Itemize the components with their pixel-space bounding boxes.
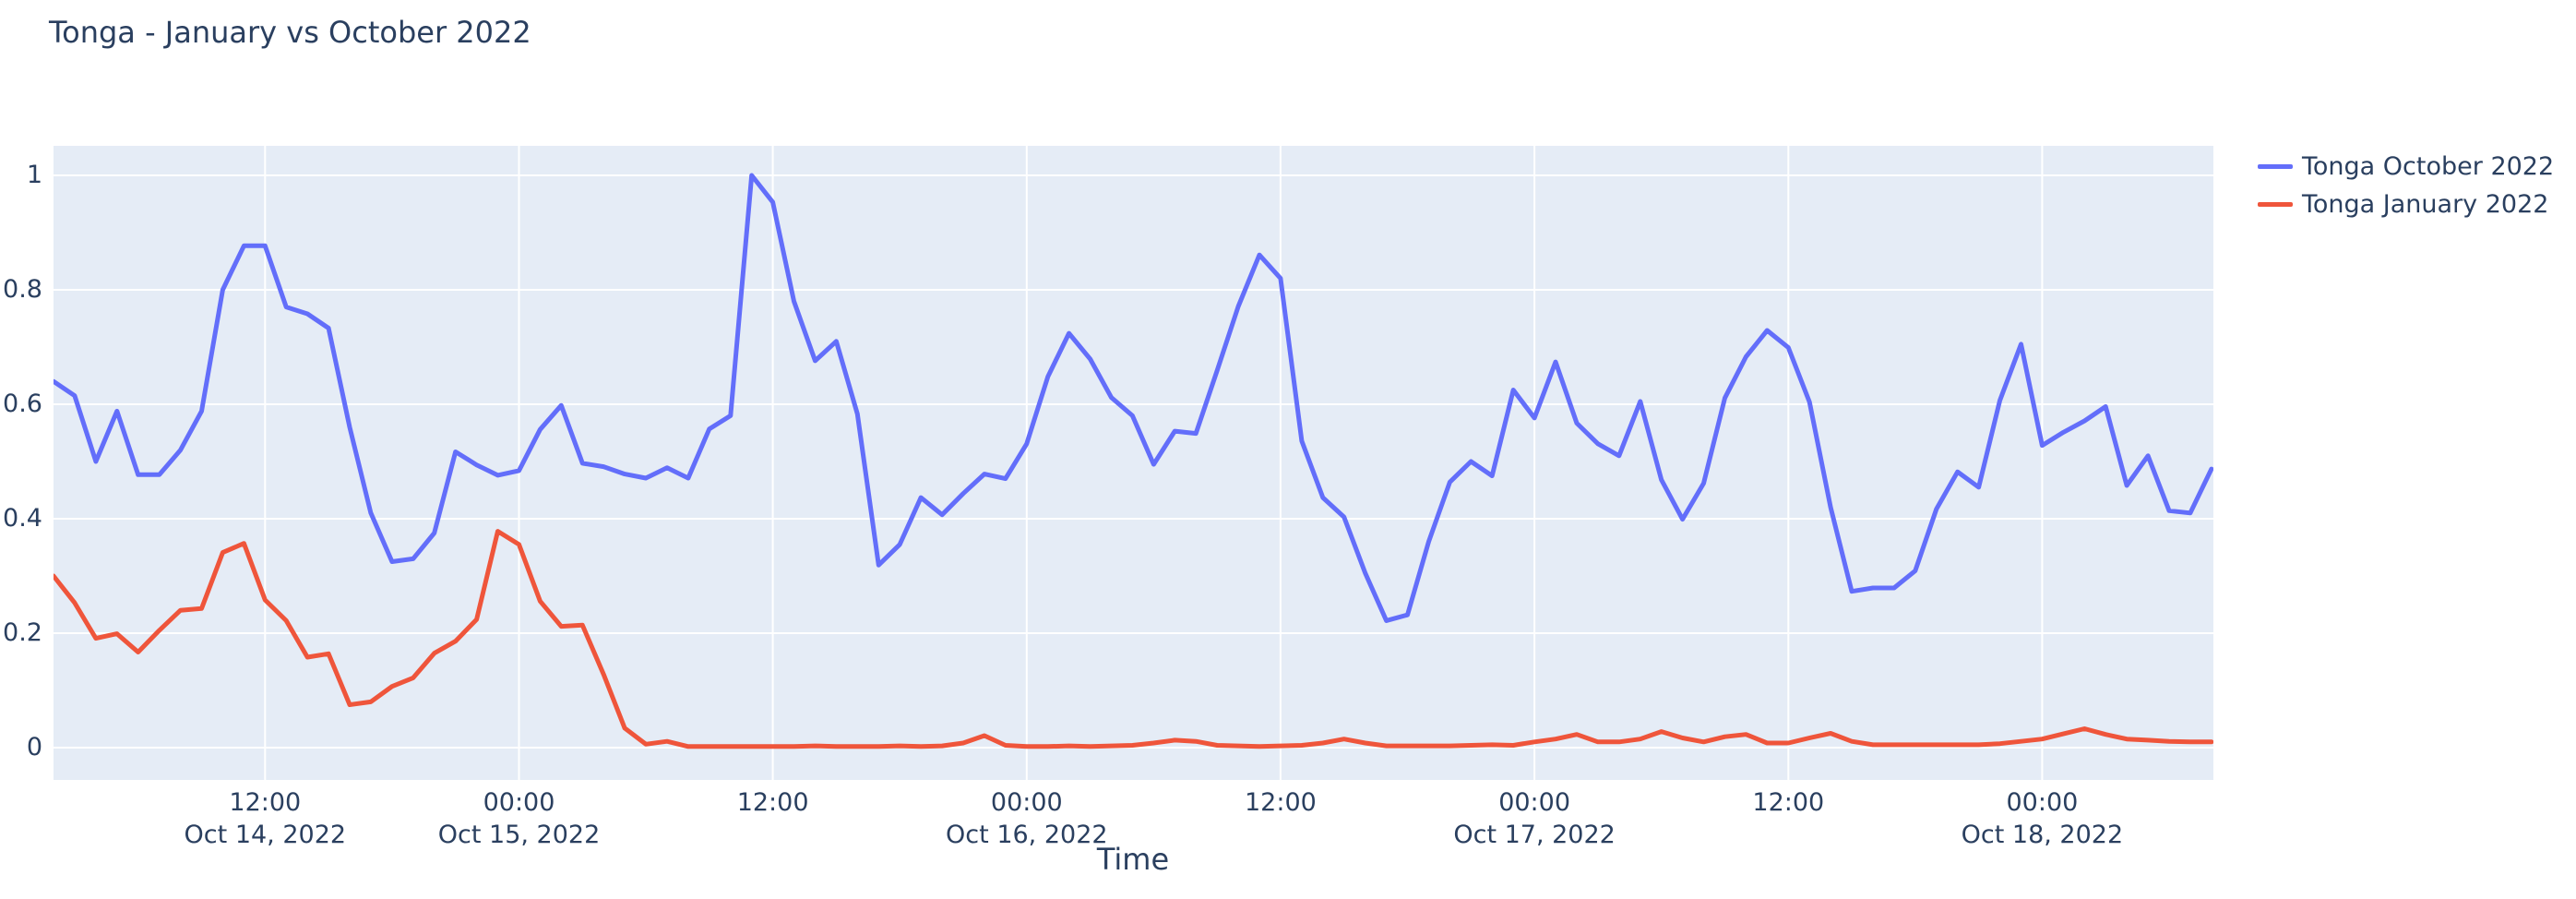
x-tick-date: Oct 18, 2022 — [1961, 821, 2124, 849]
legend-line-swatch-january — [2258, 202, 2293, 207]
x-tick-date: Oct 14, 2022 — [184, 821, 347, 849]
y-tick-label: 0 — [26, 733, 42, 761]
x-tick-date: Oct 16, 2022 — [946, 821, 1108, 849]
x-axis-title: Time — [1096, 842, 1170, 877]
y-tick-label: 0.8 — [3, 275, 42, 304]
x-tick-label: 12:00 — [737, 786, 809, 819]
x-tick-date: Oct 17, 2022 — [1453, 821, 1616, 849]
x-tick-label: 00:00 Oct 15, 2022 — [438, 786, 601, 851]
x-tick-time: 00:00 — [1498, 788, 1570, 817]
legend: Tonga October 2022 Tonga January 2022 — [2258, 148, 2554, 223]
y-tick-label: 1 — [26, 161, 42, 189]
x-tick-label: 12:00 — [1245, 786, 1317, 819]
trace-tonga-october-2022[interactable] — [54, 173, 2213, 623]
x-tick-time: 00:00 — [2006, 788, 2079, 817]
x-tick-label: 00:00 Oct 16, 2022 — [946, 786, 1108, 851]
y-tick-label: 0.2 — [3, 618, 42, 647]
x-tick-time: 12:00 — [229, 788, 302, 817]
y-tick-label: 0.4 — [3, 504, 42, 533]
legend-line-swatch-october — [2258, 164, 2293, 169]
x-tick-date: Oct 15, 2022 — [437, 821, 601, 849]
x-tick-label: 12:00 Oct 14, 2022 — [185, 786, 347, 851]
x-tick-time: 12:00 — [1752, 788, 1825, 817]
legend-item-tonga-january-2022[interactable]: Tonga January 2022 — [2258, 186, 2554, 223]
legend-label-october: Tonga October 2022 — [2302, 152, 2555, 181]
x-tick-time: 00:00 — [483, 788, 555, 817]
x-tick-time: 12:00 — [1244, 788, 1317, 817]
x-tick-label: 12:00 — [1752, 786, 1824, 819]
x-tick-time: 00:00 — [990, 788, 1063, 817]
legend-item-tonga-october-2022[interactable]: Tonga October 2022 — [2258, 148, 2554, 186]
legend-label-january: Tonga January 2022 — [2302, 190, 2549, 219]
chart-title: Tonga - January vs October 2022 — [49, 15, 531, 50]
trace-tonga-january-2022[interactable] — [54, 529, 2213, 749]
x-tick-label: 00:00 Oct 17, 2022 — [1453, 786, 1616, 851]
x-tick-time: 12:00 — [736, 788, 809, 817]
plot-canvas[interactable] — [54, 146, 2213, 780]
plot-area[interactable] — [54, 146, 2213, 780]
x-tick-label: 00:00 Oct 18, 2022 — [1962, 786, 2124, 851]
y-tick-label: 0.6 — [3, 390, 42, 418]
